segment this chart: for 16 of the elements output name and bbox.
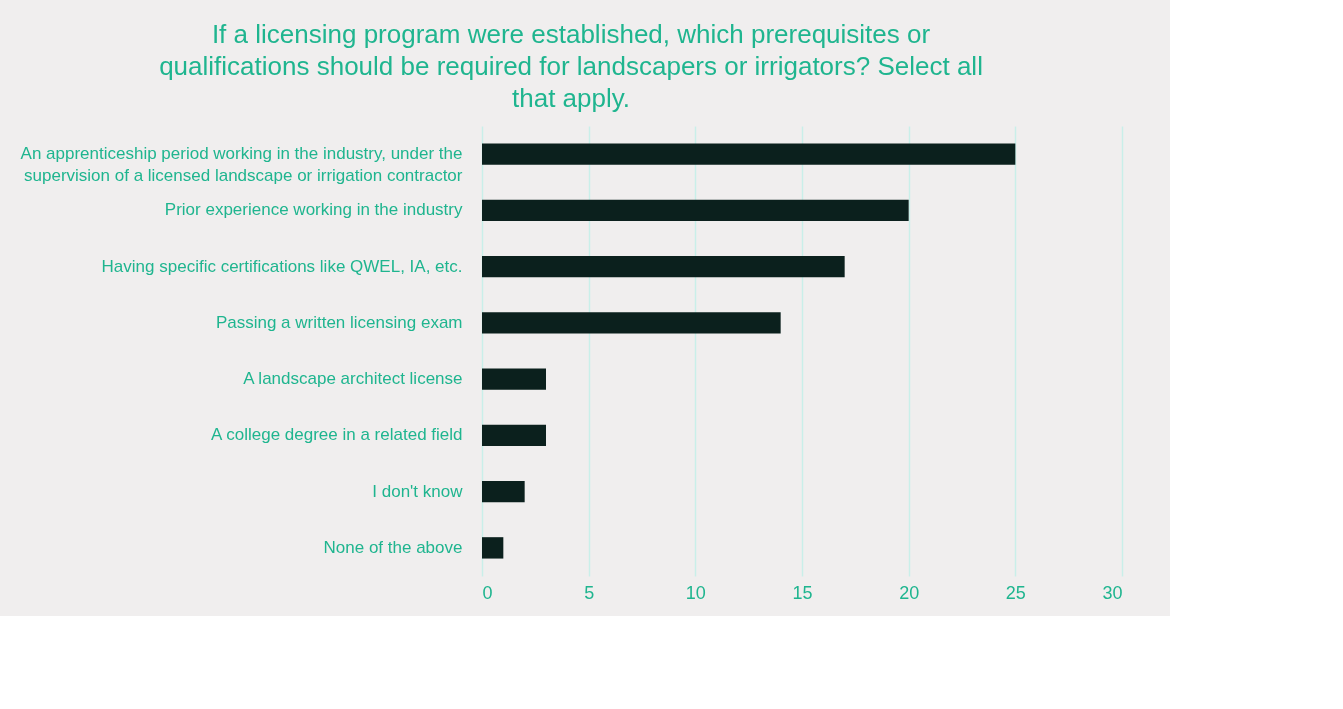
y-tick-label: A landscape architect license	[243, 369, 463, 389]
y-tick-label: A college degree in a related field	[211, 425, 463, 445]
y-tick-label: Having specific certifications like QWEL, IA, etc.	[101, 256, 463, 276]
y-tick-label: Passing a written licensing exam	[215, 312, 463, 332]
y-tick-label: None of the above	[323, 537, 463, 557]
y-tick-label: Prior experience working in the industry	[164, 200, 463, 220]
x-tick-label: 5	[584, 582, 595, 603]
chart-title: If a licensing program were established, which prerequisites or qualifications should be required for landscapers or irrigators? Select all that apply.	[159, 19, 983, 113]
x-tick-label: 0	[482, 582, 493, 603]
y-tick-label: I don't know	[372, 481, 464, 501]
x-tick-label: 30	[1102, 582, 1123, 603]
x-tick-label: 20	[899, 582, 920, 603]
x-tick-label: 25	[1005, 582, 1026, 603]
x-tick-label: 10	[685, 582, 706, 603]
y-tick-label: An apprenticeship period working in the industry, under the supervision of a licensed landscape or irrigation contractor	[20, 144, 463, 186]
x-tick-label: 15	[792, 582, 813, 603]
